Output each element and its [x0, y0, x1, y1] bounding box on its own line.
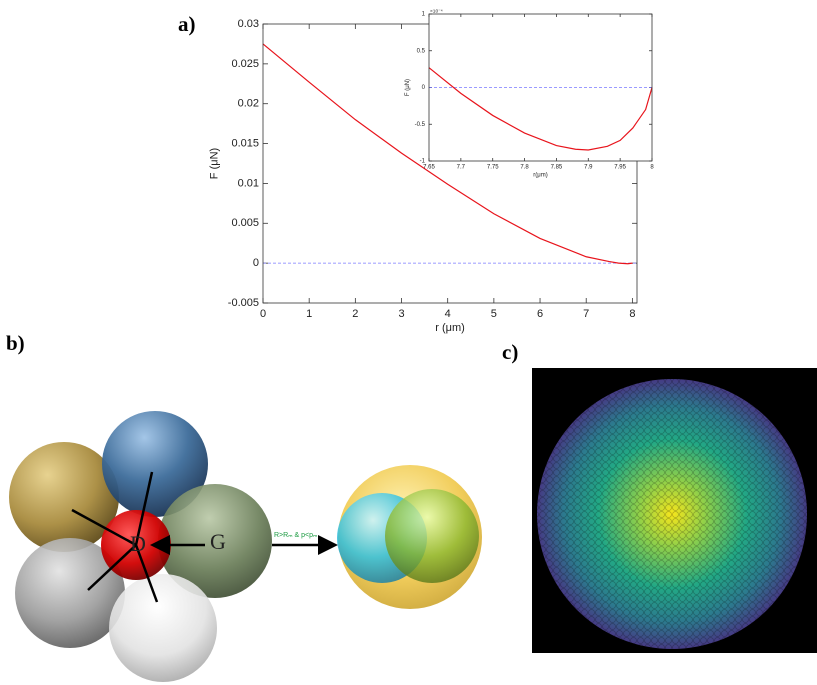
x-tick-label: 7.95 — [614, 165, 626, 171]
x-tick-label: 7.7 — [457, 165, 466, 171]
x-tick-label: 8 — [650, 165, 654, 171]
sphere — [15, 538, 125, 648]
x-tick-label: 7.65 — [423, 165, 435, 171]
y-tick-label: 0.5 — [417, 48, 426, 54]
x-tick-label: 1 — [306, 308, 312, 320]
x-tick-label: 2 — [352, 308, 358, 320]
x-tick-label: 7.8 — [520, 165, 529, 171]
x-axis-label: r(μm) — [533, 172, 547, 178]
transition-label: R>Rₘ & p<pₘ — [274, 532, 317, 539]
x-tick-label: 6 — [537, 308, 543, 320]
y-axis-label: F (μN) — [209, 148, 221, 179]
y-tick-label: -0.5 — [415, 122, 426, 128]
sphere — [385, 489, 479, 583]
x-tick-label: 7.9 — [584, 165, 593, 171]
sphere — [158, 484, 272, 598]
neighbor-label: G — [210, 529, 226, 554]
y-multiplier: ×10⁻⁴ — [430, 8, 443, 14]
sphere-diagram: D G R>Rₘ & p<pₘ — [9, 411, 482, 682]
y-tick-label: 0.015 — [231, 137, 259, 149]
center-label: D — [130, 531, 146, 556]
y-tick-label: -1 — [420, 159, 426, 165]
y-tick-label: 0 — [253, 257, 259, 269]
cell-image — [532, 368, 817, 653]
x-tick-label: 8 — [629, 308, 635, 320]
y-tick-label: 0.005 — [231, 217, 259, 229]
sphere — [102, 411, 208, 517]
y-tick-label: 0.03 — [238, 18, 259, 30]
x-tick-label: 7 — [583, 308, 589, 320]
cell-texture — [537, 379, 807, 649]
y-axis-label: F (μN) — [405, 79, 411, 96]
x-tick-label: 5 — [491, 308, 497, 320]
x-tick-label: 7.85 — [551, 165, 563, 171]
x-axis-label: r (μm) — [435, 322, 465, 334]
y-tick-label: 0.02 — [238, 98, 259, 110]
y-tick-label: 0.025 — [231, 58, 259, 70]
sphere — [9, 442, 119, 552]
y-tick-label: 0.01 — [238, 177, 259, 189]
charts: 0 1 2 3 4 5 6 7 8-0.00500.0050.010.0150.020.0250… — [209, 8, 655, 334]
panel-label: b) — [6, 331, 25, 355]
data-line — [428, 67, 653, 151]
chart: 7.65 7.7 7.75 7.8 7.85 7.9 7.95 8 -1 -0.5 0 0.5 1 r(μ… — [405, 8, 654, 178]
x-tick-label: 3 — [398, 308, 404, 320]
sphere — [109, 574, 217, 682]
panel-label: c) — [502, 340, 518, 364]
x-tick-label: 7.75 — [487, 165, 499, 171]
y-tick-label: 1 — [422, 12, 426, 18]
x-tick-label: 4 — [445, 308, 451, 320]
y-tick-label: -0.005 — [228, 297, 259, 309]
data-line — [262, 43, 633, 265]
x-tick-label: 0 — [260, 308, 266, 320]
y-tick-label: 0 — [422, 85, 426, 91]
plot-frame — [428, 13, 653, 162]
neighbor-links — [71, 471, 205, 603]
panel-label: a) — [178, 12, 196, 36]
